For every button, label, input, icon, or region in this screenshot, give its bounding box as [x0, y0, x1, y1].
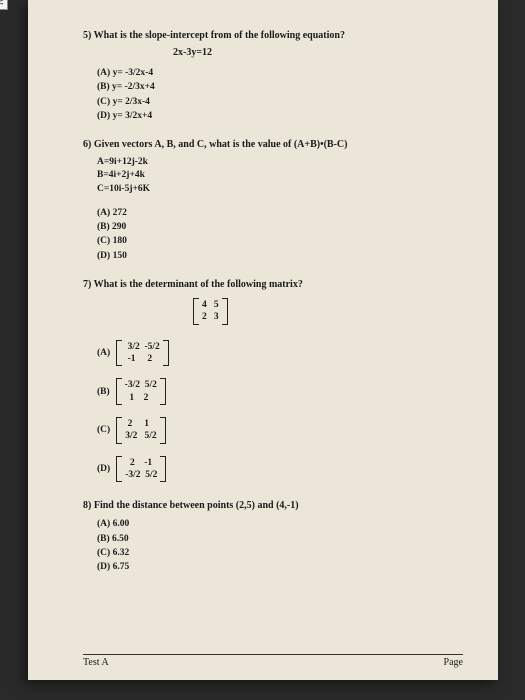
q5-choice-d: (D) y= 3/2x+4	[97, 109, 463, 123]
q8-num: 8)	[83, 500, 91, 511]
q6-prompt: 6) Given vectors A, B, and C, what is th…	[83, 139, 463, 150]
q5-text: What is the slope-intercept from of the …	[94, 30, 345, 41]
q8-choice-b: (B) 6.50	[97, 532, 463, 546]
q7-choice-a: (A) 3/2 -5/2 -1 2	[97, 338, 463, 369]
q7-a-r2: -1 2	[125, 353, 160, 365]
q7-matrix: 4 5 2 3	[193, 296, 463, 330]
question-7: 7) What is the determinant of the follow…	[83, 279, 463, 484]
q6-choice-c: (C) 180	[97, 234, 463, 248]
exam-paper: 5) What is the slope-intercept from of t…	[28, 0, 498, 680]
footer-left: Test A	[83, 657, 109, 668]
q7-text: What is the determinant of the following…	[94, 279, 303, 290]
q8-choices: (A) 6.00 (B) 6.50 (C) 6.32 (D) 6.75	[97, 517, 463, 574]
q5-choice-a: (A) y= -3/2x-4	[97, 66, 463, 80]
footer-right: Page	[444, 657, 463, 668]
q5-prompt: 5) What is the slope-intercept from of t…	[83, 30, 463, 41]
q8-choice-a: (A) 6.00	[97, 517, 463, 531]
q7-prompt: 7) What is the determinant of the follow…	[83, 279, 463, 290]
q8-prompt: 8) Find the distance between points (2,5…	[83, 500, 463, 511]
q6-given-a: A=9i+12j-2k	[97, 156, 463, 169]
q7-b-r1: -3/2 5/2	[125, 379, 157, 391]
question-5: 5) What is the slope-intercept from of t…	[83, 30, 463, 123]
q7-c-r1: 2 1	[125, 418, 156, 430]
q7-choice-d: (D) 2 -1 -3/2 5/2	[97, 454, 463, 485]
q6-given-b: B=4i+2j+4k	[97, 169, 463, 182]
q5-choice-b: (B) y= -2/3x+4	[97, 80, 463, 94]
q7-a-r1: 3/2 -5/2	[125, 341, 160, 353]
q7-choice-b-label: (B)	[97, 387, 110, 397]
q7-c-r2: 3/2 5/2	[125, 430, 156, 442]
page-footer: Test A Page	[83, 654, 463, 668]
question-6: 6) Given vectors A, B, and C, what is th…	[83, 139, 463, 263]
q7-choice-a-label: (A)	[97, 348, 110, 358]
question-8: 8) Find the distance between points (2,5…	[83, 500, 463, 574]
q5-num: 5)	[83, 30, 91, 41]
q6-choice-b: (B) 290	[97, 220, 463, 234]
q7-d-r1: 2 -1	[125, 457, 157, 469]
q6-num: 6)	[83, 139, 91, 150]
q7-d-r2: -3/2 5/2	[125, 469, 157, 481]
q8-choice-c: (C) 6.32	[97, 546, 463, 560]
q7-choice-d-label: (D)	[97, 464, 110, 474]
q6-choices: (A) 272 (B) 290 (C) 180 (D) 150	[97, 206, 463, 263]
q6-choice-d: (D) 150	[97, 249, 463, 263]
q6-given-c: C=10i-5j+6K	[97, 183, 463, 196]
q5-equation: 2x-3y=12	[173, 47, 463, 58]
q6-choice-a: (A) 272	[97, 206, 463, 220]
q7-b-r2: 1 2	[125, 392, 157, 404]
side-tab: ively.	[0, 0, 8, 10]
q8-text: Find the distance between points (2,5) a…	[94, 500, 299, 511]
q7-choice-c: (C) 2 1 3/2 5/2	[97, 415, 463, 446]
q6-text: Given vectors A, B, and C, what is the v…	[94, 139, 348, 150]
q7-num: 7)	[83, 279, 91, 290]
q5-choice-c: (C) y= 2/3x-4	[97, 95, 463, 109]
q7-matrix-r2: 2 3	[202, 311, 219, 323]
q7-matrix-r1: 4 5	[202, 299, 219, 311]
q8-choice-d: (D) 6.75	[97, 560, 463, 574]
q6-given: A=9i+12j-2k B=4i+2j+4k C=10i-5j+6K	[97, 156, 463, 196]
q7-choice-c-label: (C)	[97, 425, 110, 435]
q5-choices: (A) y= -3/2x-4 (B) y= -2/3x+4 (C) y= 2/3…	[97, 66, 463, 123]
q7-choice-b: (B) -3/2 5/2 1 2	[97, 376, 463, 407]
